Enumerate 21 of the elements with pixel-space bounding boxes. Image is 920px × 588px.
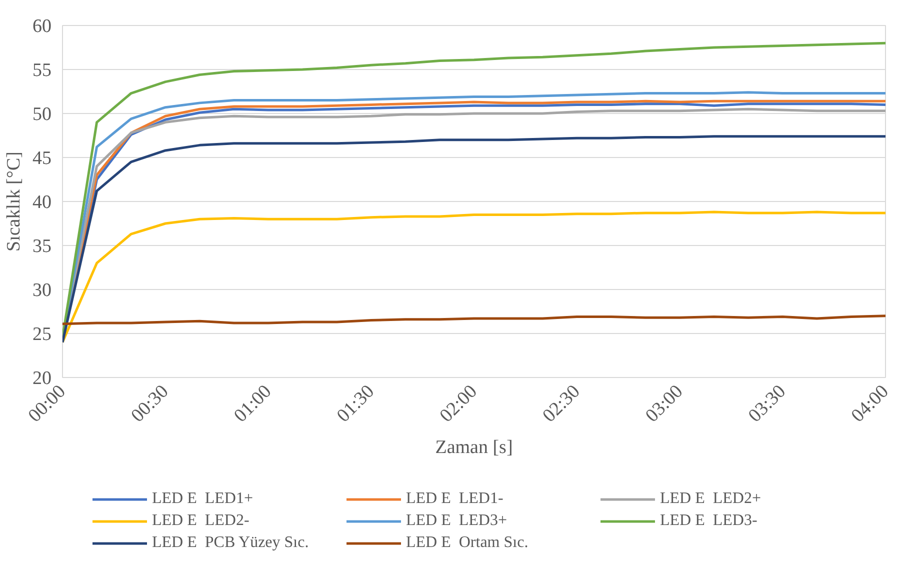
legend-label: LED E PCB Yüzey Sıc. (152, 534, 310, 552)
y-tick-label: 25 (32, 324, 52, 345)
line-series (62, 210, 886, 344)
y-tick-label: 45 (32, 148, 52, 169)
y-tick-label: 35 (32, 236, 52, 257)
x-axis-title: Zaman [s] (435, 436, 513, 458)
line-series (62, 314, 886, 326)
y-axis-title: Sıcaklık [°C] (4, 152, 24, 252)
legend-label: LED E LED1+ (152, 490, 254, 508)
legend-label: LED E LED3+ (406, 512, 508, 530)
y-tick-label: 50 (32, 104, 52, 125)
y-tick-label: 20 (32, 368, 52, 389)
y-tick-label: 30 (32, 280, 52, 301)
legend-label: LED E LED1- (406, 490, 504, 508)
legend-label: LED E LED2+ (660, 490, 762, 508)
legend-label: LED E LED3- (660, 512, 758, 530)
legend-label: LED E LED2- (152, 512, 250, 530)
y-tick-label: 40 (32, 192, 52, 213)
y-tick-label: 55 (32, 60, 52, 81)
y-tick-label: 60 (32, 16, 52, 37)
legend-label: LED E Ortam Sıc. (406, 534, 530, 552)
